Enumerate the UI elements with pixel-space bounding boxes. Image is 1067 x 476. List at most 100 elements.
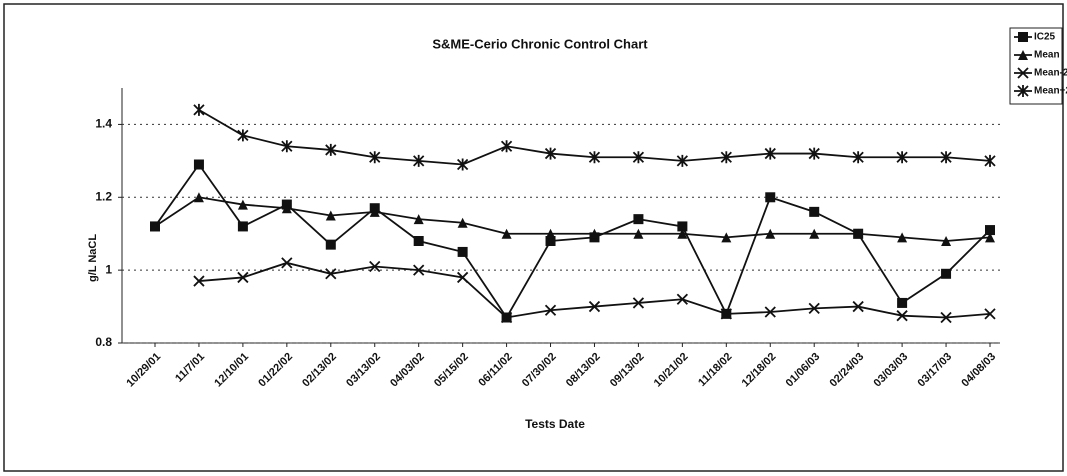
point bbox=[500, 311, 513, 324]
point bbox=[941, 236, 952, 246]
point bbox=[1017, 67, 1029, 79]
point bbox=[1018, 50, 1028, 60]
x-tick-label: 04/08/03 bbox=[959, 351, 998, 390]
x-tick-label: 11/7/01 bbox=[173, 351, 207, 385]
point bbox=[369, 260, 381, 273]
series-line bbox=[154, 162, 991, 320]
point bbox=[501, 228, 512, 239]
point bbox=[325, 143, 337, 156]
point bbox=[281, 140, 293, 153]
point bbox=[237, 129, 249, 142]
point bbox=[941, 268, 952, 279]
series-line bbox=[198, 261, 991, 319]
point bbox=[325, 268, 337, 280]
x-tick-label: 11/18/02 bbox=[696, 351, 734, 389]
point bbox=[413, 264, 425, 276]
x-tick-label: 12/10/01 bbox=[212, 351, 251, 390]
point bbox=[193, 192, 204, 203]
point bbox=[852, 151, 864, 164]
point bbox=[1018, 32, 1028, 42]
point bbox=[325, 239, 336, 250]
x-tick-label: 04/03/02 bbox=[388, 351, 427, 390]
point bbox=[544, 147, 557, 160]
x-tick-label: 09/13/02 bbox=[608, 351, 647, 390]
point bbox=[764, 306, 776, 318]
point bbox=[456, 158, 469, 171]
point bbox=[984, 308, 996, 320]
y-tick-label: 1.4 bbox=[95, 117, 112, 131]
point bbox=[677, 221, 688, 232]
point bbox=[413, 214, 424, 225]
point bbox=[150, 221, 160, 232]
point bbox=[721, 232, 732, 243]
point bbox=[765, 228, 776, 239]
point bbox=[632, 297, 645, 309]
x-tick-label: 01/06/03 bbox=[784, 351, 823, 390]
point bbox=[1017, 85, 1029, 97]
x-tick-label: 01/22/02 bbox=[256, 351, 295, 390]
point bbox=[193, 103, 205, 116]
point bbox=[545, 228, 556, 239]
point bbox=[676, 293, 689, 305]
point bbox=[193, 275, 205, 287]
point bbox=[896, 151, 908, 164]
point bbox=[809, 228, 820, 239]
point bbox=[985, 232, 995, 243]
point bbox=[897, 297, 908, 308]
point bbox=[677, 228, 688, 239]
x-tick-label: 12/18/02 bbox=[740, 351, 779, 390]
x-tick-label: 02/13/02 bbox=[300, 351, 339, 390]
point bbox=[808, 147, 820, 160]
point bbox=[500, 140, 513, 153]
chart-frame bbox=[3, 3, 1064, 472]
point bbox=[984, 154, 996, 167]
chart-title: S&ME-Cerio Chronic Control Chart bbox=[432, 36, 648, 51]
point bbox=[632, 151, 645, 164]
y-tick-label: 0.8 bbox=[95, 335, 112, 349]
point bbox=[237, 271, 249, 284]
y-axis-label: g/L NaCL bbox=[87, 234, 99, 282]
point bbox=[237, 199, 248, 210]
point bbox=[940, 311, 952, 324]
y-tick-label: 1.2 bbox=[95, 189, 112, 203]
point bbox=[676, 154, 689, 167]
point bbox=[456, 271, 469, 284]
point bbox=[281, 257, 293, 269]
point bbox=[457, 246, 468, 257]
x-tick-label: 03/13/02 bbox=[344, 351, 383, 390]
point bbox=[985, 225, 995, 236]
point bbox=[369, 206, 380, 217]
x-tick-label: 03/03/03 bbox=[872, 351, 911, 390]
point bbox=[589, 228, 600, 239]
point bbox=[369, 151, 381, 164]
x-tick-label: 08/13/02 bbox=[564, 351, 603, 390]
x-tick-label: 10/21/02 bbox=[652, 351, 691, 390]
point bbox=[808, 302, 820, 315]
point bbox=[544, 304, 557, 316]
point bbox=[545, 236, 556, 246]
x-tick-label: 10/29/01 bbox=[124, 351, 163, 390]
point bbox=[897, 232, 908, 243]
point bbox=[413, 236, 424, 246]
point bbox=[588, 151, 601, 164]
legend-label: Mean bbox=[1034, 50, 1060, 61]
x-tick-label: 03/17/03 bbox=[915, 351, 954, 390]
legend-label: Mean-2s bbox=[1034, 68, 1067, 79]
point bbox=[809, 206, 820, 217]
point bbox=[237, 221, 248, 232]
x-tick-label: 07/30/02 bbox=[520, 351, 559, 390]
x-tick-label: 06/11/02 bbox=[476, 351, 514, 389]
point bbox=[896, 310, 908, 322]
x-tick-label: 02/24/03 bbox=[828, 351, 867, 390]
point bbox=[588, 300, 601, 313]
series-line bbox=[154, 196, 991, 242]
point bbox=[633, 214, 644, 225]
point bbox=[281, 203, 292, 214]
point bbox=[852, 300, 864, 313]
point bbox=[765, 192, 776, 203]
point bbox=[325, 210, 336, 221]
point bbox=[413, 154, 425, 167]
y-tick-label: 1 bbox=[105, 262, 112, 276]
legend-label: Mean+2S bbox=[1034, 86, 1067, 97]
